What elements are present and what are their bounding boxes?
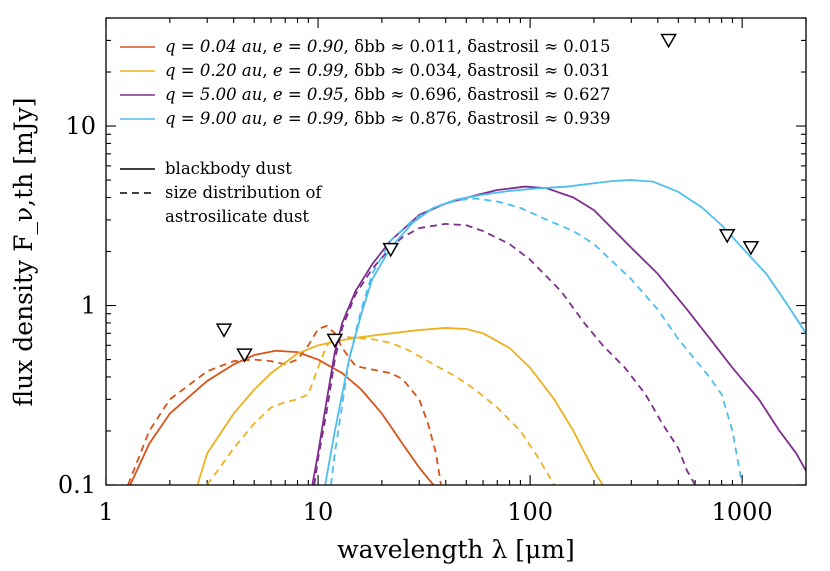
plot-frame — [105, 17, 807, 486]
curve-blackbody-q020 — [196, 327, 604, 485]
y-tick-label: 0.1 — [58, 471, 96, 499]
legend-entry-q900: q = 9.00 au, e = 0.99, δbb ≈ 0.876, δast… — [120, 109, 611, 128]
legend-text-astrosilicate-1: size distribution of — [165, 183, 323, 202]
curve-astrosilicate-q020 — [206, 335, 556, 485]
curve-astrosilicate-q004 — [127, 325, 442, 485]
curve-astrosilicate-q900 — [330, 197, 744, 485]
legend-text-q500: q = 5.00 au, e = 0.95, δbb ≈ 0.696, δast… — [165, 85, 611, 104]
curve-blackbody-q004 — [129, 349, 435, 485]
legend-text-q004: q = 0.04 au, e = 0.90, δbb ≈ 0.011, δast… — [165, 37, 611, 56]
x-tick-label: 1000 — [712, 498, 773, 526]
legend-entry-q500: q = 5.00 au, e = 0.95, δbb ≈ 0.696, δast… — [120, 85, 611, 104]
legend-entry-q004: q = 0.04 au, e = 0.90, δbb ≈ 0.011, δast… — [120, 37, 611, 56]
x-axis-label: wavelength λ [μm] — [337, 535, 574, 564]
observation-marker — [660, 33, 677, 49]
x-tick-label: 10 — [303, 498, 334, 526]
legend-entry-blackbody: blackbody dust — [120, 159, 292, 178]
series-curves — [127, 179, 806, 485]
observation-marker — [215, 323, 233, 338]
observation-marker — [382, 242, 399, 258]
legend-text-q020: q = 0.20 au, e = 0.99, δbb ≈ 0.034, δast… — [165, 61, 611, 80]
legend-entry-astrosilicate: size distribution of astrosilicate dust — [120, 183, 323, 226]
x-tick-label: 1 — [98, 498, 113, 526]
legend-text-blackbody: blackbody dust — [165, 159, 292, 178]
observation-marker — [326, 333, 344, 349]
y-axis-label: flux density F_ν,th [mJy] — [9, 97, 38, 406]
legend-entry-q020: q = 0.20 au, e = 0.99, δbb ≈ 0.034, δast… — [120, 61, 611, 80]
legend: q = 0.04 au, e = 0.90, δbb ≈ 0.011, δast… — [120, 37, 611, 226]
observation-marker — [236, 348, 253, 363]
curve-blackbody-q500 — [311, 185, 806, 485]
observation-marker — [742, 240, 760, 256]
y-tick-label: 10 — [65, 112, 96, 140]
x-tick-label: 100 — [507, 498, 553, 526]
legend-text-q900: q = 9.00 au, e = 0.99, δbb ≈ 0.876, δast… — [165, 109, 611, 128]
observation-marker — [718, 228, 736, 244]
curve-astrosilicate-q500 — [313, 222, 696, 485]
legend-text-astrosilicate-2: astrosilicate dust — [165, 207, 309, 226]
y-tick-label: 1 — [81, 292, 96, 320]
observation-markers — [215, 33, 760, 363]
